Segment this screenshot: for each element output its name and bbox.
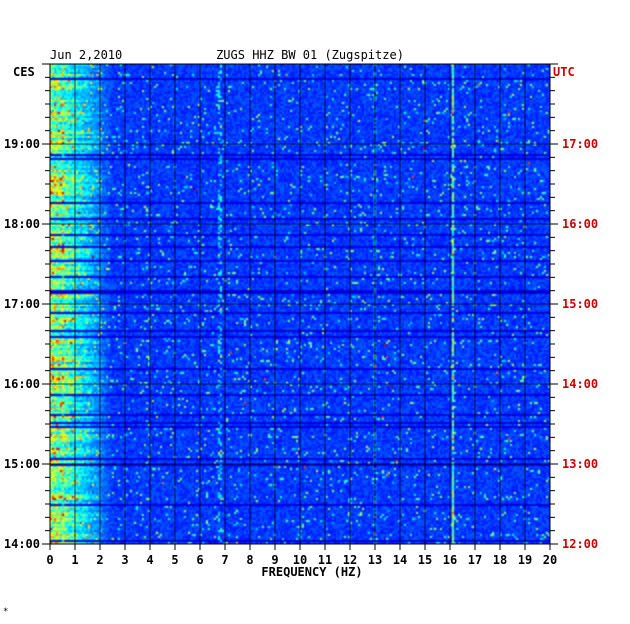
y-tick-label-right: 13:00 — [562, 457, 598, 471]
x-tick-label: 11 — [318, 553, 332, 567]
y-tick-label-left: 19:00 — [4, 137, 40, 151]
x-tick-label: 6 — [196, 553, 203, 567]
x-tick-label: 14 — [393, 553, 407, 567]
y-tick-label-right: 16:00 — [562, 217, 598, 231]
x-tick-label: 10 — [293, 553, 307, 567]
y-tick-label-right: 14:00 — [562, 377, 598, 391]
x-tick-label: 18 — [493, 553, 507, 567]
axis-ticks: 0 1 2 3 4 5 6 7 8 9 10 11 12 13 14 15 16 17 18 19 2014:0015:… — [4, 63, 598, 567]
y-tick-label-left: 16:00 — [4, 377, 40, 391]
x-tick-label: 8 — [246, 553, 253, 567]
x-tick-label: 19 — [518, 553, 532, 567]
right-timezone-label: UTC — [553, 65, 575, 79]
x-tick-label: 3 — [121, 553, 128, 567]
y-tick-label-left: 18:00 — [4, 217, 40, 231]
x-axis-label: FREQUENCY (HZ) — [261, 565, 362, 579]
x-tick-label: 20 — [543, 553, 557, 567]
left-timezone-label: CES — [13, 65, 35, 79]
y-tick-label-left: 14:00 — [4, 537, 40, 551]
x-tick-label: 5 — [171, 553, 178, 567]
x-tick-label: 12 — [343, 553, 357, 567]
y-tick-label-right: 12:00 — [562, 537, 598, 551]
x-tick-label: 17 — [468, 553, 482, 567]
x-tick-label: 15 — [418, 553, 432, 567]
x-tick-label: 2 — [96, 553, 103, 567]
y-tick-label-right: 17:00 — [562, 137, 598, 151]
plot-grid — [50, 63, 550, 545]
footer-mark: * — [3, 607, 8, 617]
x-tick-label: 0 — [46, 553, 53, 567]
x-tick-label: 13 — [368, 553, 382, 567]
chart-title: ZUGS HHZ BW 01 (Zugspitze) — [216, 48, 404, 62]
y-tick-label-right: 15:00 — [562, 297, 598, 311]
x-tick-label: 16 — [443, 553, 457, 567]
x-tick-label: 7 — [221, 553, 228, 567]
x-tick-label: 9 — [271, 553, 278, 567]
x-tick-label: 1 — [71, 553, 78, 567]
x-tick-label: 4 — [146, 553, 153, 567]
y-tick-label-left: 17:00 — [4, 297, 40, 311]
y-tick-label-left: 15:00 — [4, 457, 40, 471]
chart-date: Jun 2,2010 — [50, 48, 122, 62]
